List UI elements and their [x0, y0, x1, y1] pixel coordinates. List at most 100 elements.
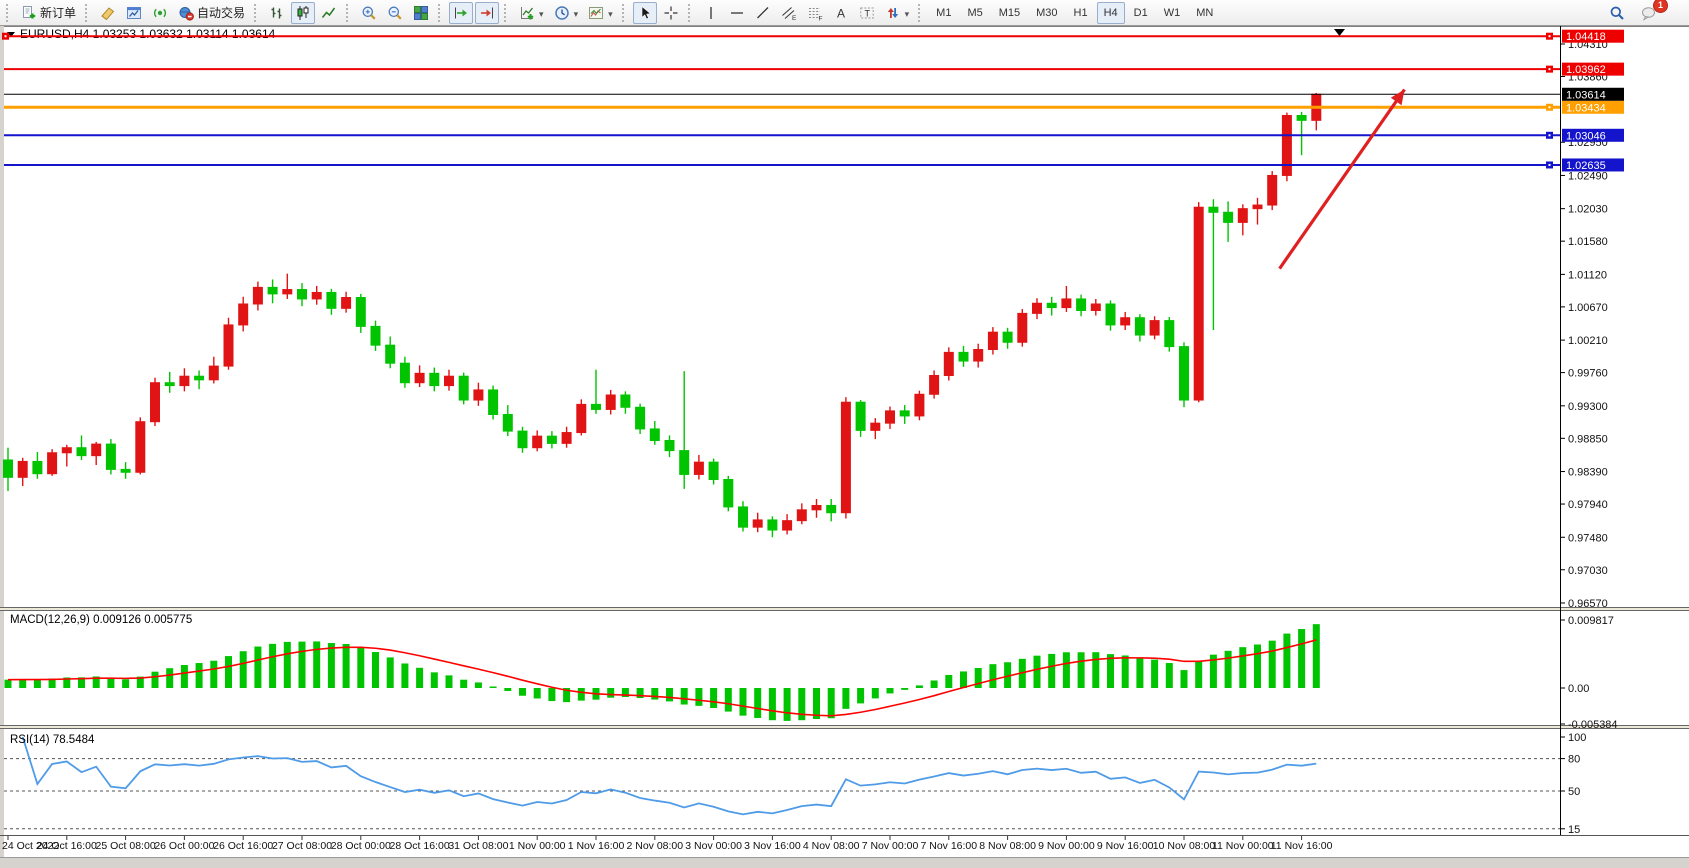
- price-tick-label: 1.02030: [1568, 204, 1608, 216]
- toolbar-group: [632, 0, 684, 26]
- candles-icon: [297, 5, 309, 20]
- price-label-badge: 1.03046: [1562, 128, 1624, 142]
- timeframe-d1-button[interactable]: D1: [1133, 6, 1148, 19]
- chart-canvas[interactable]: EURUSD,H4 1.03253 1.03632 1.03114 1.0361…: [0, 26, 1689, 868]
- price-tick-label: 0.97480: [1568, 532, 1608, 544]
- price-label-badge: 1.04418: [1562, 29, 1624, 43]
- add-indicator-icon: [521, 6, 534, 19]
- time-tick-label: 9 Nov 16:00: [1097, 840, 1154, 852]
- rsi-line: [21, 736, 1317, 816]
- auto-trading-label: 自动交易: [197, 6, 246, 20]
- trend-line-button[interactable]: [751, 2, 775, 24]
- arrows-button[interactable]: [881, 2, 914, 24]
- dropdown-caret-icon[interactable]: [538, 6, 544, 20]
- chartshift-icon: [481, 7, 494, 18]
- macd-panel: MACD(12,26,9) 0.009126 0.005775: [4, 614, 1320, 721]
- text-label-icon: T: [859, 7, 874, 18]
- price-badge-text: 1.03962: [1566, 64, 1606, 76]
- dropdown-caret-icon[interactable]: [573, 6, 579, 20]
- fibo-icon: F: [808, 7, 822, 21]
- horizontal-line-1.03962[interactable]: [4, 65, 1560, 73]
- new-chart-button[interactable]: [515, 2, 548, 24]
- price-label-badge: 1.03962: [1562, 62, 1624, 76]
- price-badge-text: 1.03434: [1566, 102, 1606, 114]
- new-order-label: 新订单: [40, 6, 77, 20]
- tile-windows-button[interactable]: [409, 2, 433, 24]
- toolbar-grip: [346, 3, 353, 22]
- chart-shift-button[interactable]: [475, 1, 500, 24]
- rsi-label: RSI(14) 78.5484: [10, 734, 95, 746]
- periods-button[interactable]: [550, 2, 583, 24]
- dropdown-caret-icon[interactable]: [904, 6, 910, 20]
- horizontal-line-button[interactable]: [725, 2, 749, 24]
- timeframe-m30-button[interactable]: M30: [1036, 6, 1058, 19]
- equidistant-channel-button[interactable]: E: [777, 2, 801, 24]
- timeframe-m5-button[interactable]: M5: [967, 6, 983, 19]
- line-chart-mode-button[interactable]: [317, 2, 341, 24]
- signals-button[interactable]: [148, 2, 172, 24]
- rsi-tick-label: 15: [1568, 824, 1580, 836]
- horizontal-line-1.03434[interactable]: [4, 103, 1560, 111]
- timeframe-h1-button[interactable]: H1: [1073, 6, 1088, 19]
- timeframe-mn-button[interactable]: MN: [1196, 6, 1214, 19]
- timeframe-w1-button[interactable]: W1: [1163, 6, 1181, 19]
- time-tick-label: 1 Nov 16:00: [568, 840, 625, 852]
- chart-shift-marker[interactable]: [1334, 29, 1345, 36]
- candlestick-mode-button[interactable]: [291, 1, 316, 24]
- panel-splitter[interactable]: [0, 607, 1689, 611]
- candlestick-series: [3, 92, 1322, 538]
- auto-scroll-button[interactable]: [449, 1, 474, 24]
- horizontal-line-1.04418[interactable]: [2, 32, 1560, 40]
- chart-window[interactable]: EURUSD,H4 1.03253 1.03632 1.03114 1.0361…: [0, 26, 1689, 868]
- search-icon: [1610, 6, 1624, 20]
- fibonacci-retracement-button[interactable]: F: [803, 2, 827, 24]
- time-tick-label: 26 Oct 16:00: [213, 840, 273, 852]
- text-label-button[interactable]: T: [855, 2, 879, 24]
- time-tick-label: 2 Nov 08:00: [626, 840, 683, 852]
- zoom-out-button[interactable]: [383, 2, 407, 24]
- horizontal-line-1.03046[interactable]: [4, 131, 1560, 139]
- bar-chart-mode-button[interactable]: [265, 2, 289, 24]
- panel-splitter[interactable]: [0, 725, 1689, 729]
- price-tick-label: 0.97940: [1568, 499, 1608, 511]
- price-tick-label: 1.01580: [1568, 236, 1608, 248]
- horizontal-line-1.02635[interactable]: [4, 161, 1560, 169]
- toolbar-right-group: 1: [1605, 0, 1668, 24]
- timeframe-m15-button[interactable]: M15: [998, 6, 1021, 19]
- price-tick-label: 0.98850: [1568, 433, 1608, 445]
- dropdown-caret-icon[interactable]: [607, 6, 613, 20]
- templates-button[interactable]: [584, 2, 617, 24]
- chat-button[interactable]: 1: [1637, 0, 1668, 24]
- time-tick-label: 7 Nov 16:00: [920, 840, 977, 852]
- timeframe-h4-button[interactable]: H4: [1096, 1, 1125, 24]
- price-label-badge: 1.03434: [1562, 100, 1624, 114]
- toolbar-grip: [504, 3, 511, 22]
- time-tick-label: 1 Nov 00:00: [509, 840, 566, 852]
- svg-text:A: A: [837, 6, 845, 20]
- signal-icon: [154, 8, 167, 17]
- time-tick-label: 28 Oct 00:00: [331, 840, 391, 852]
- crosshair-button[interactable]: [659, 2, 683, 24]
- arrows-icon: [887, 7, 898, 18]
- time-tick-label: 4 Nov 08:00: [803, 840, 860, 852]
- trendline-icon: [756, 6, 769, 18]
- eraser-button[interactable]: [96, 2, 120, 24]
- trend-arrow-annotation[interactable]: [1278, 88, 1406, 270]
- chart-windows-button[interactable]: [122, 2, 146, 24]
- search-button[interactable]: [1605, 2, 1629, 24]
- doc-new-icon: [23, 5, 36, 18]
- horizontal-lines: [2, 32, 1560, 169]
- chart-title-text: EURUSD,H4 1.03253 1.03632 1.03114 1.0361…: [20, 27, 276, 41]
- text-button[interactable]: A: [829, 2, 853, 24]
- vertical-line-button[interactable]: [699, 2, 723, 24]
- svg-text:T: T: [864, 8, 870, 18]
- auto-trading-button[interactable]: 自动交易: [174, 2, 249, 24]
- cursor-button[interactable]: [632, 1, 657, 24]
- vline-icon: [709, 6, 712, 19]
- new-order-button[interactable]: 新订单: [17, 2, 80, 24]
- zoom-in-button[interactable]: [357, 2, 381, 24]
- timeframe-m1-button[interactable]: M1: [936, 6, 952, 19]
- price-badge-text: 1.03614: [1566, 89, 1606, 101]
- price-tick-label: 1.00670: [1568, 302, 1608, 314]
